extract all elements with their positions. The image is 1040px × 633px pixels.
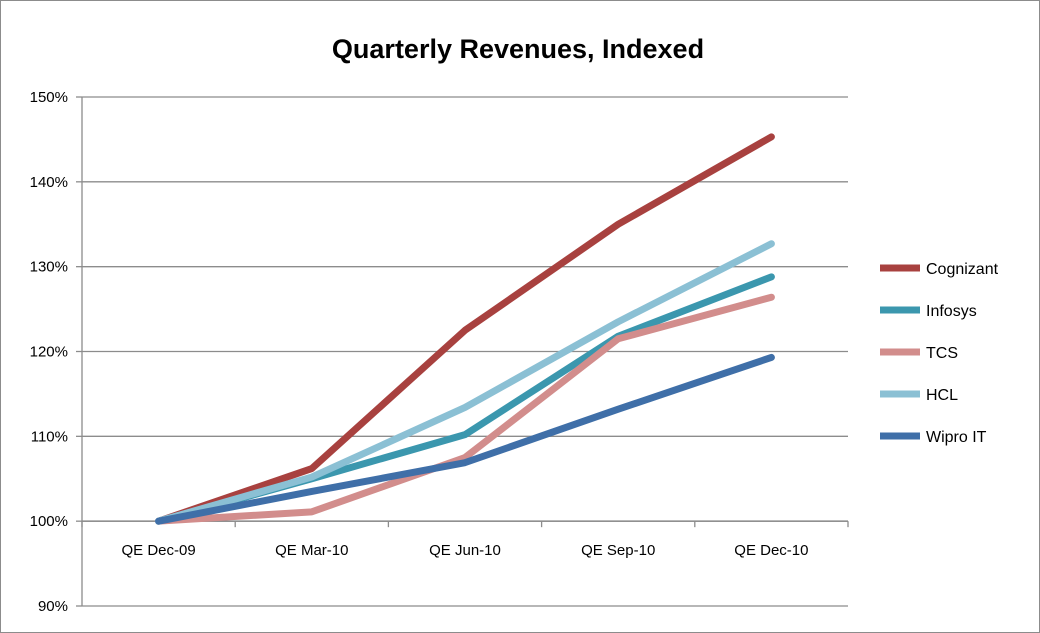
x-tick-label: QE Jun-10 xyxy=(429,542,501,559)
legend-label: TCS xyxy=(926,345,958,362)
x-tick-label: QE Dec-09 xyxy=(121,542,195,559)
legend-label: Infosys xyxy=(926,303,977,320)
y-tick-label: 120% xyxy=(30,344,68,361)
series-line-wipro-it xyxy=(155,353,775,525)
y-tick-label: 130% xyxy=(30,259,68,276)
x-tick-label: QE Sep-10 xyxy=(581,542,655,559)
y-tick-label: 90% xyxy=(38,598,68,615)
chart-title: Quarterly Revenues, Indexed xyxy=(332,34,704,64)
series-line-infosys xyxy=(155,273,775,525)
y-tick-label: 150% xyxy=(30,89,68,106)
series-line-cognizant xyxy=(155,133,775,525)
series-line-hcl xyxy=(155,240,775,525)
y-tick-label: 110% xyxy=(31,428,68,445)
x-tick-label: QE Mar-10 xyxy=(275,542,348,559)
legend-label: Cognizant xyxy=(926,261,999,278)
legend-label: Wipro IT xyxy=(926,429,987,446)
legend-label: HCL xyxy=(926,387,958,404)
y-tick-label: 100% xyxy=(30,513,68,530)
x-tick-label: QE Dec-10 xyxy=(734,542,808,559)
y-tick-label: 140% xyxy=(30,174,68,191)
series-line-tcs xyxy=(155,293,775,525)
